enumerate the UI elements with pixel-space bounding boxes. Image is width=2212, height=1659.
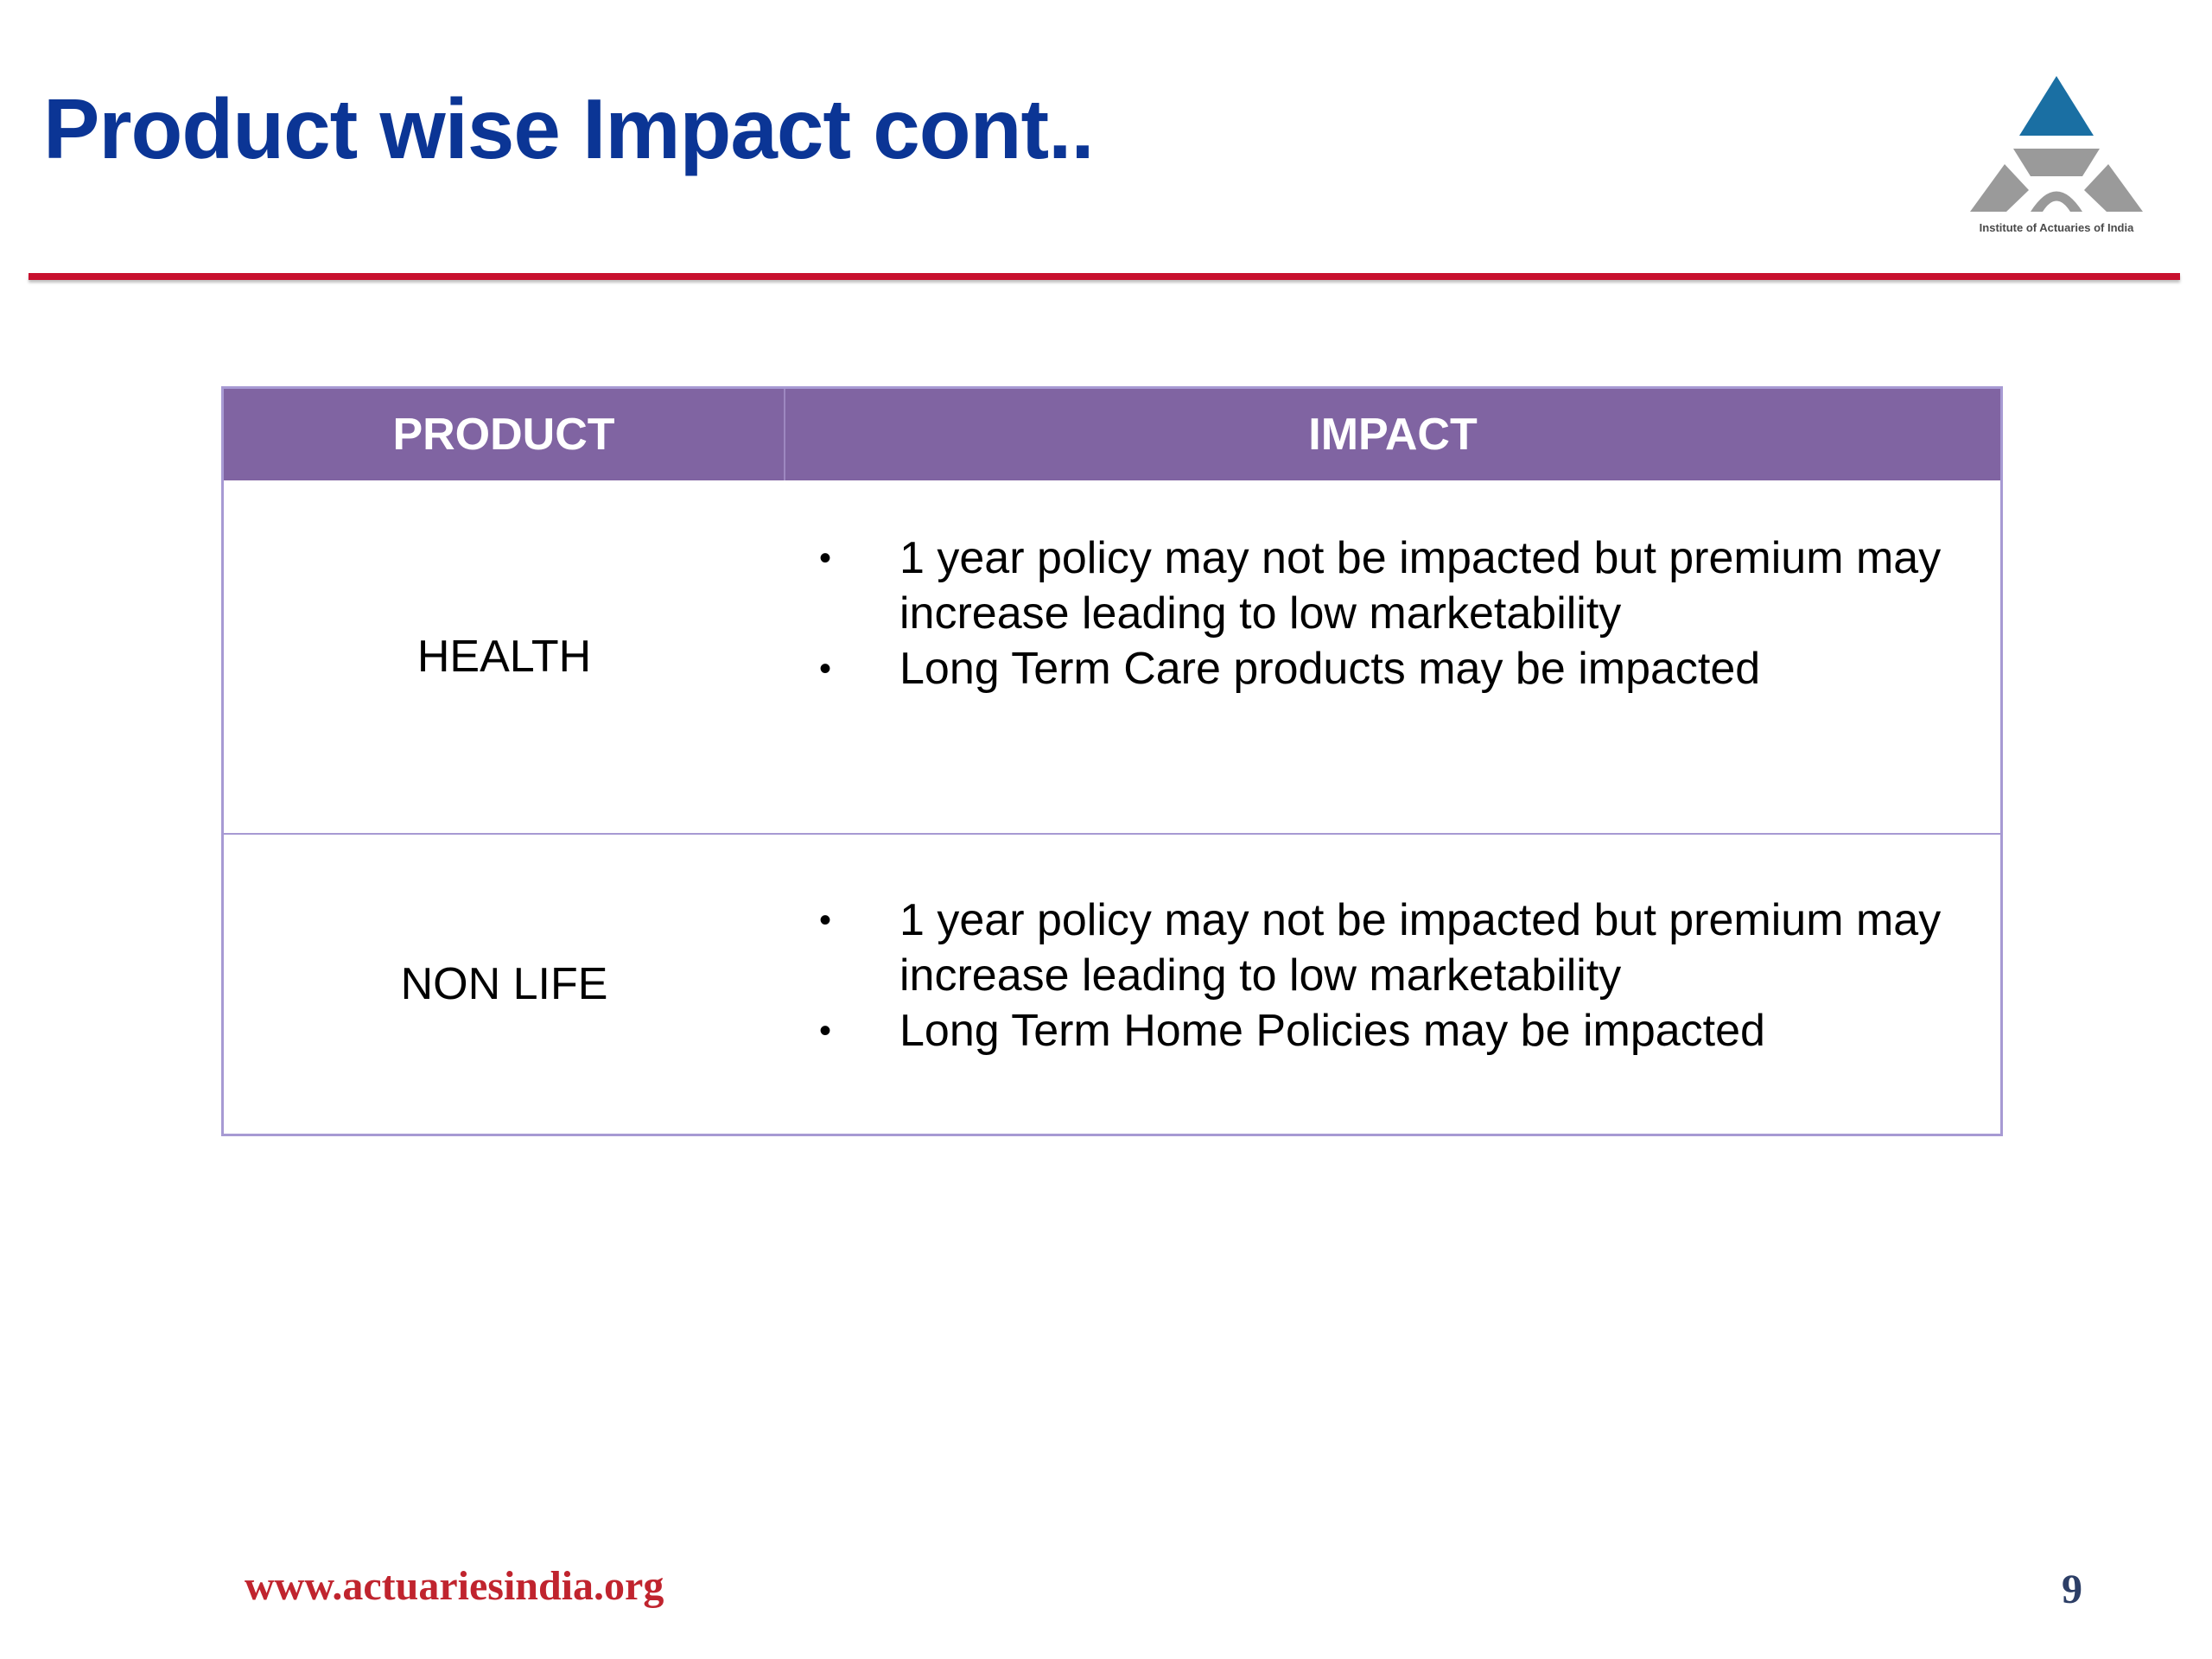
impact-text: 1 year policy may not be impacted but pr… [899,533,1942,639]
bullet-icon: • [818,539,831,577]
list-item: • Long Term Home Policies may be impacte… [808,1003,2000,1058]
list-item: • 1 year policy may not be impacted but … [808,531,2000,641]
page-number: 9 [2062,1567,2082,1612]
footer-website-link[interactable]: www.actuariesindia.org [245,1563,664,1609]
impact-cell-non-life: • 1 year policy may not be impacted but … [785,834,2002,1135]
title-divider [29,273,2180,280]
list-item: • 1 year policy may not be impacted but … [808,893,2000,1003]
list-item: • Long Term Care products may be impacte… [808,641,2000,696]
column-header-impact: IMPACT [785,387,2002,480]
table-row: HEALTH • 1 year policy may not be impact… [222,480,2002,835]
bullet-icon: • [818,901,831,939]
table-header-row: PRODUCT IMPACT [222,387,2002,480]
product-cell-non-life: NON LIFE [400,959,608,1009]
logo-caption: Institute of Actuaries of India [1979,221,2134,234]
table-row: NON LIFE • 1 year policy may not be impa… [223,834,2002,1135]
impact-list: • 1 year policy may not be impacted but … [785,531,2000,696]
bullet-icon: • [818,1012,831,1050]
institute-logo: Institute of Actuaries of India [1953,69,2160,242]
column-header-product: PRODUCT [222,387,785,480]
slide-title: Product wise Impact cont.. [43,81,1095,176]
impact-text: Long Term Care products may be impacted [899,644,1761,694]
bullet-icon: • [818,650,831,688]
product-impact-table: PRODUCT IMPACT HEALTH • 1 year policy ma… [221,386,2003,1136]
product-cell-health: HEALTH [222,480,785,835]
impact-text: 1 year policy may not be impacted but pr… [899,895,1942,1001]
impact-cell-health: • 1 year policy may not be impacted but … [785,480,2002,835]
institute-of-actuaries-logo-icon [1970,76,2143,212]
impact-text: Long Term Home Policies may be impacted [899,1006,1765,1056]
impact-list: • 1 year policy may not be impacted but … [785,893,2000,1058]
